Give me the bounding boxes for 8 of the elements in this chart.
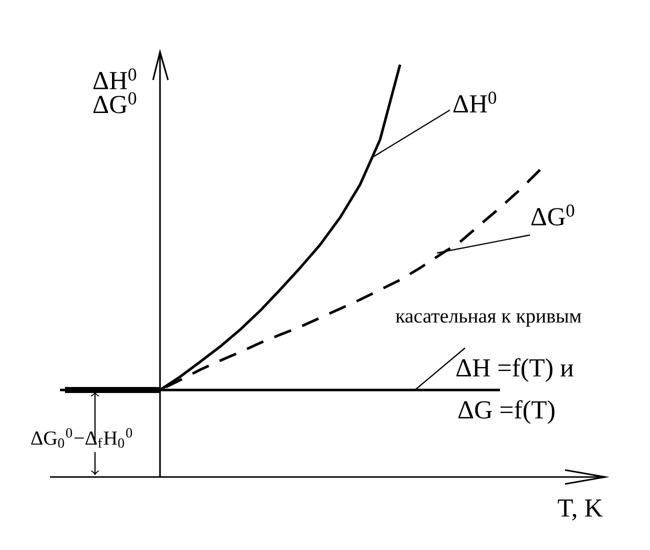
annotation: ΔG =f(T) xyxy=(458,400,554,424)
series-label: ΔG$^{0}$ xyxy=(531,204,574,226)
annotation: ΔH =f(T) и xyxy=(456,358,574,382)
text: ΔH$^{0}$ xyxy=(453,92,496,112)
annotation: ΔG$_{0}$$^{0}$−Δ$_{f}$H$_{0}$0 xyxy=(31,428,132,448)
annotation: касательная к кривым xyxy=(396,313,582,327)
x-axis-title: T, K xyxy=(558,500,603,520)
y-axis-title: ΔH$^{0}$ ΔG$^{0}$ xyxy=(93,68,136,114)
